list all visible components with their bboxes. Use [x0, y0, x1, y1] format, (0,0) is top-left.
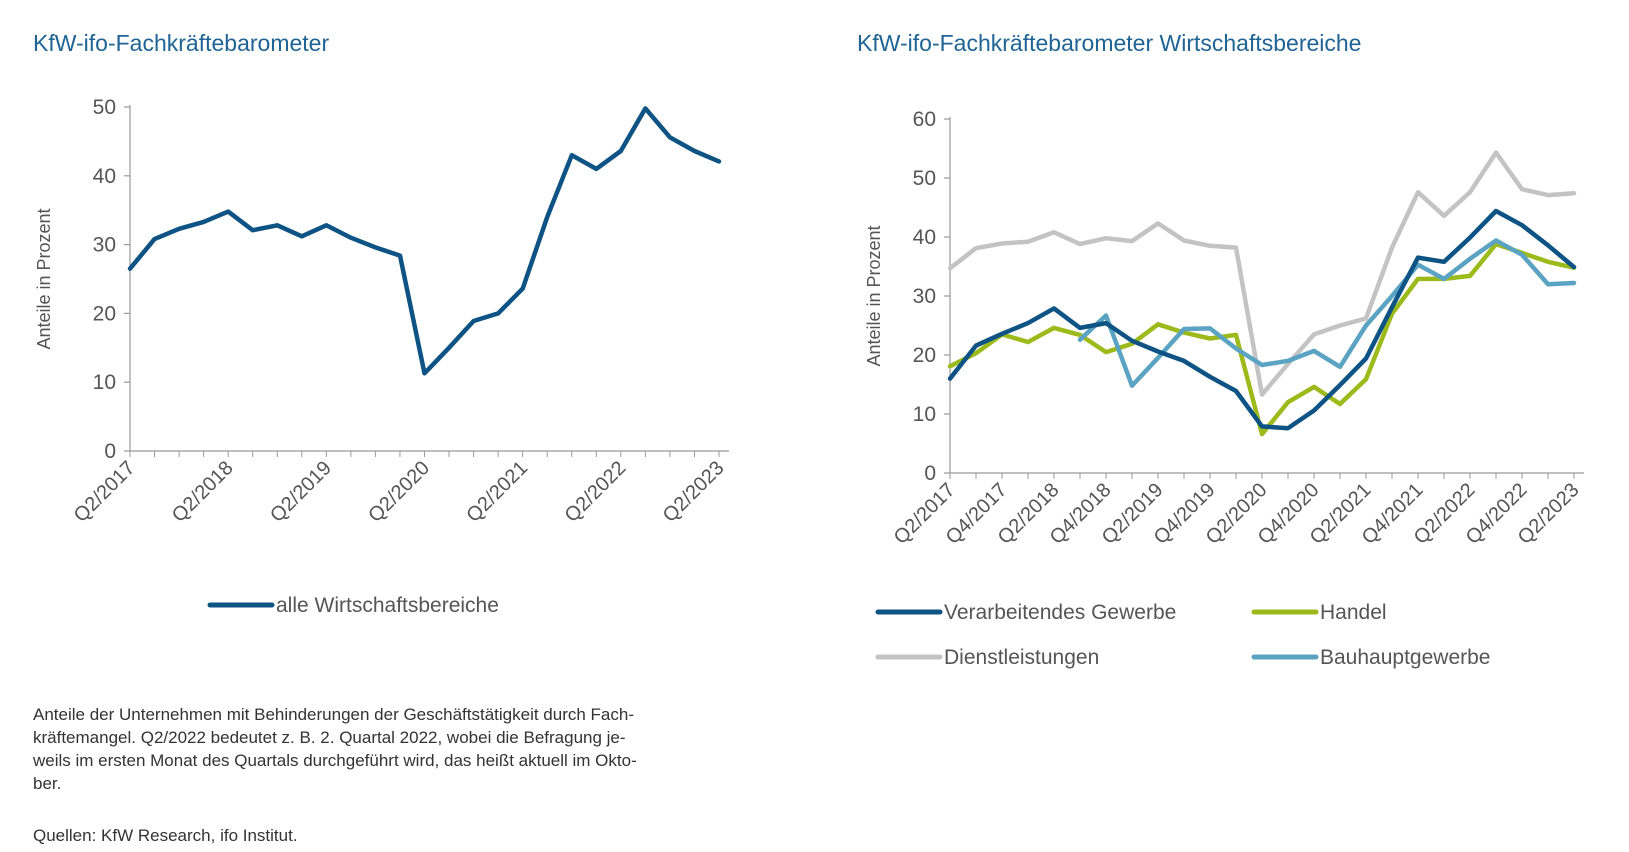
y-tick-label: 40 [93, 165, 116, 188]
footnote-line: kräftemangel. Q2/2022 bedeutet z. B. 2. … [33, 728, 626, 747]
x-tick-label: Q2/2020 [364, 457, 434, 527]
sources-note: Quellen: KfW Research, ifo Institut. [33, 826, 298, 845]
legend-label: Bauhauptgewerbe [1320, 646, 1490, 669]
y-tick-label: 30 [913, 285, 936, 308]
series-line-handel [947, 241, 1577, 437]
y-axis-title: Anteile in Prozent [864, 225, 884, 366]
y-tick-label: 10 [93, 371, 116, 394]
y-tick-label: 50 [93, 96, 116, 119]
x-tick-label: Q2/2019 [266, 457, 336, 527]
x-tick-label: Q2/2021 [462, 457, 532, 527]
y-tick-label: 20 [913, 344, 936, 367]
footnote: Anteile der Unternehmen mit Behinderunge… [33, 703, 813, 795]
y-tick-label: 50 [913, 167, 936, 190]
y-tick-label: 60 [913, 108, 936, 131]
x-tick-label: Q2/2023 [659, 457, 729, 527]
chart-title-left: KfW-ifo-Fachkräftebarometer [33, 30, 330, 56]
series-line-dienstleistungen [947, 150, 1577, 397]
legend-label: Verarbeitendes Gewerbe [944, 601, 1176, 624]
y-tick-label: 0 [924, 462, 936, 485]
x-tick-label: Q2/2022 [561, 457, 631, 527]
footnote-line: weils im ersten Monat des Quartals durch… [33, 751, 637, 770]
series-line-verarbeitendes-gewerbe [947, 208, 1577, 431]
x-tick-label: Q2/2017 [70, 457, 140, 527]
footnote-line: ber. [33, 774, 62, 793]
y-tick-label: 40 [913, 226, 936, 249]
series-line-alle-wirtschaftsbereiche [127, 106, 722, 376]
y-tick-label: 30 [93, 234, 116, 257]
footnote-line: Anteile der Unternehmen mit Behinderunge… [33, 705, 634, 724]
y-tick-label: 20 [93, 302, 116, 325]
legend-label: alle Wirtschaftsbereiche [276, 594, 499, 617]
y-axis-title: Anteile in Prozent [34, 208, 54, 349]
legend-label: Handel [1320, 601, 1387, 624]
chart-title-right: KfW-ifo-Fachkräftebarometer Wirtschaftsb… [857, 30, 1362, 56]
series-line-bauhauptgewerbe [1077, 238, 1577, 388]
y-tick-label: 10 [913, 403, 936, 426]
legend-label: Dienstleistungen [944, 646, 1099, 669]
y-tick-label: 0 [104, 440, 116, 463]
x-tick-label: Q2/2018 [168, 457, 238, 527]
